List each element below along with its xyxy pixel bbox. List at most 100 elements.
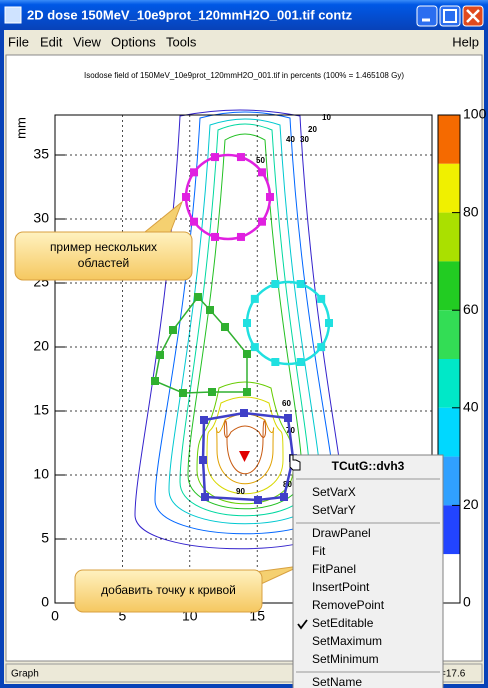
edit-point[interactable] — [296, 280, 305, 289]
palette-tick-label: 80 — [463, 203, 479, 219]
context-menu-item[interactable]: SetVarY — [312, 503, 356, 517]
edit-point[interactable] — [201, 493, 209, 501]
menu-item[interactable]: Help — [452, 34, 479, 49]
edit-point[interactable] — [211, 232, 220, 241]
context-menu-item[interactable]: InsertPoint — [312, 580, 370, 594]
contour-line — [206, 396, 284, 495]
callout-text: областей — [78, 256, 129, 270]
edit-point[interactable] — [243, 350, 251, 358]
palette-tick-label: 0 — [463, 594, 471, 610]
menu-item[interactable]: Edit — [40, 34, 63, 49]
x-tick-label: 5 — [119, 608, 127, 624]
y-tick-label: 15 — [33, 402, 49, 418]
context-menu-item[interactable]: SetEditable — [312, 616, 374, 630]
overlay: пример нескольких областей добавить точку … — [14, 153, 444, 688]
palette-band — [438, 115, 460, 164]
context-menu-item[interactable]: Fit — [312, 544, 326, 558]
edit-point[interactable] — [317, 343, 326, 352]
edit-point[interactable] — [190, 168, 199, 177]
contour-label: 40 — [286, 135, 295, 144]
edit-point[interactable] — [243, 388, 251, 396]
callout-box — [14, 231, 193, 281]
edit-point[interactable] — [182, 193, 190, 201]
contour-label: 90 — [236, 487, 245, 496]
palette-tick-label: 40 — [463, 399, 479, 415]
palette-band — [438, 359, 460, 408]
edit-point[interactable] — [271, 280, 280, 289]
y-tick-label: 20 — [33, 338, 49, 354]
menu-item[interactable]: Tools — [166, 34, 197, 49]
edit-point[interactable] — [179, 389, 187, 397]
context-menu-item[interactable]: DrawPanel — [312, 526, 371, 540]
cursor — [289, 454, 301, 471]
palette-frame — [437, 114, 461, 604]
menu-item[interactable]: View — [73, 34, 102, 49]
edit-point[interactable] — [236, 153, 245, 162]
callout-text: добавить точку к кривой — [101, 583, 236, 597]
y-tick-label: 0 — [41, 594, 49, 610]
contour-label: 60 — [282, 399, 291, 408]
title-bar — [0, 0, 488, 30]
plot-title: Isodose field of 150MeV_10e9prot_120mmH2… — [84, 71, 404, 80]
edit-point[interactable] — [200, 416, 208, 424]
edit-point[interactable] — [325, 319, 333, 327]
maximize-icon — [443, 9, 457, 23]
palette-tick-label: 20 — [463, 496, 479, 512]
marker — [239, 451, 250, 462]
menu-bar: File Edit View Options Tools Help — [8, 34, 479, 49]
palette-tick-label: 100 — [463, 106, 487, 122]
status-text: x=17.6 — [435, 669, 466, 680]
y-axis-label: mm — [13, 117, 28, 139]
callout-box — [74, 569, 263, 613]
palette-band — [438, 212, 460, 262]
edit-point[interactable] — [266, 193, 274, 201]
edit-point[interactable] — [208, 388, 216, 396]
context-menu-title: TCutG::dvh3 — [332, 459, 405, 473]
edit-point[interactable] — [211, 153, 220, 162]
contour-line — [223, 420, 267, 475]
check-mark — [297, 619, 308, 630]
edit-point[interactable] — [257, 168, 266, 177]
contour-label: 20 — [308, 125, 317, 134]
edit-point[interactable] — [156, 351, 164, 359]
y-tick-label: 5 — [41, 530, 49, 546]
edit-point[interactable] — [296, 357, 305, 366]
edit-point[interactable] — [236, 232, 245, 241]
edit-point[interactable] — [240, 409, 248, 417]
contour-label: 10 — [322, 113, 331, 122]
edit-point[interactable] — [243, 319, 251, 327]
context-menu-item[interactable]: RemovePoint — [312, 598, 385, 612]
edit-point[interactable] — [169, 326, 177, 334]
context-menu-item[interactable]: FitPanel — [312, 562, 356, 576]
context-menu-item[interactable]: SetName — [312, 675, 362, 688]
context-menu-item[interactable]: SetVarX — [312, 485, 356, 499]
edit-point[interactable] — [151, 377, 159, 385]
app-icon — [4, 6, 22, 24]
menu-item[interactable]: Options — [111, 34, 156, 49]
palette-band — [438, 310, 460, 359]
palette-band — [438, 407, 460, 457]
x-tick-label: 0 — [51, 608, 59, 624]
window-title: 2D dose 150MeV_10e9prot_120mmH2O_001.tif… — [27, 7, 353, 22]
edit-point[interactable] — [271, 357, 280, 366]
context-menu-item[interactable]: SetMinimum — [312, 652, 379, 666]
edit-point[interactable] — [280, 493, 288, 501]
edit-point[interactable] — [250, 343, 259, 352]
edit-point[interactable] — [250, 294, 259, 303]
edit-point[interactable] — [190, 217, 199, 226]
menu-item[interactable]: File — [8, 34, 29, 49]
context-menu-item[interactable]: SetMaximum — [312, 634, 382, 648]
callout-text: пример нескольких — [50, 240, 157, 254]
edit-point[interactable] — [317, 294, 326, 303]
edit-point[interactable] — [194, 293, 202, 301]
edit-point[interactable] — [254, 496, 262, 504]
window-buttons — [416, 5, 484, 27]
edit-point[interactable] — [206, 306, 214, 314]
edit-point[interactable] — [284, 414, 292, 422]
edit-point[interactable] — [199, 456, 207, 464]
close-icon — [466, 9, 480, 23]
minimize-button[interactable] — [416, 5, 438, 27]
edit-point[interactable] — [257, 217, 266, 226]
edit-point[interactable] — [221, 323, 229, 331]
